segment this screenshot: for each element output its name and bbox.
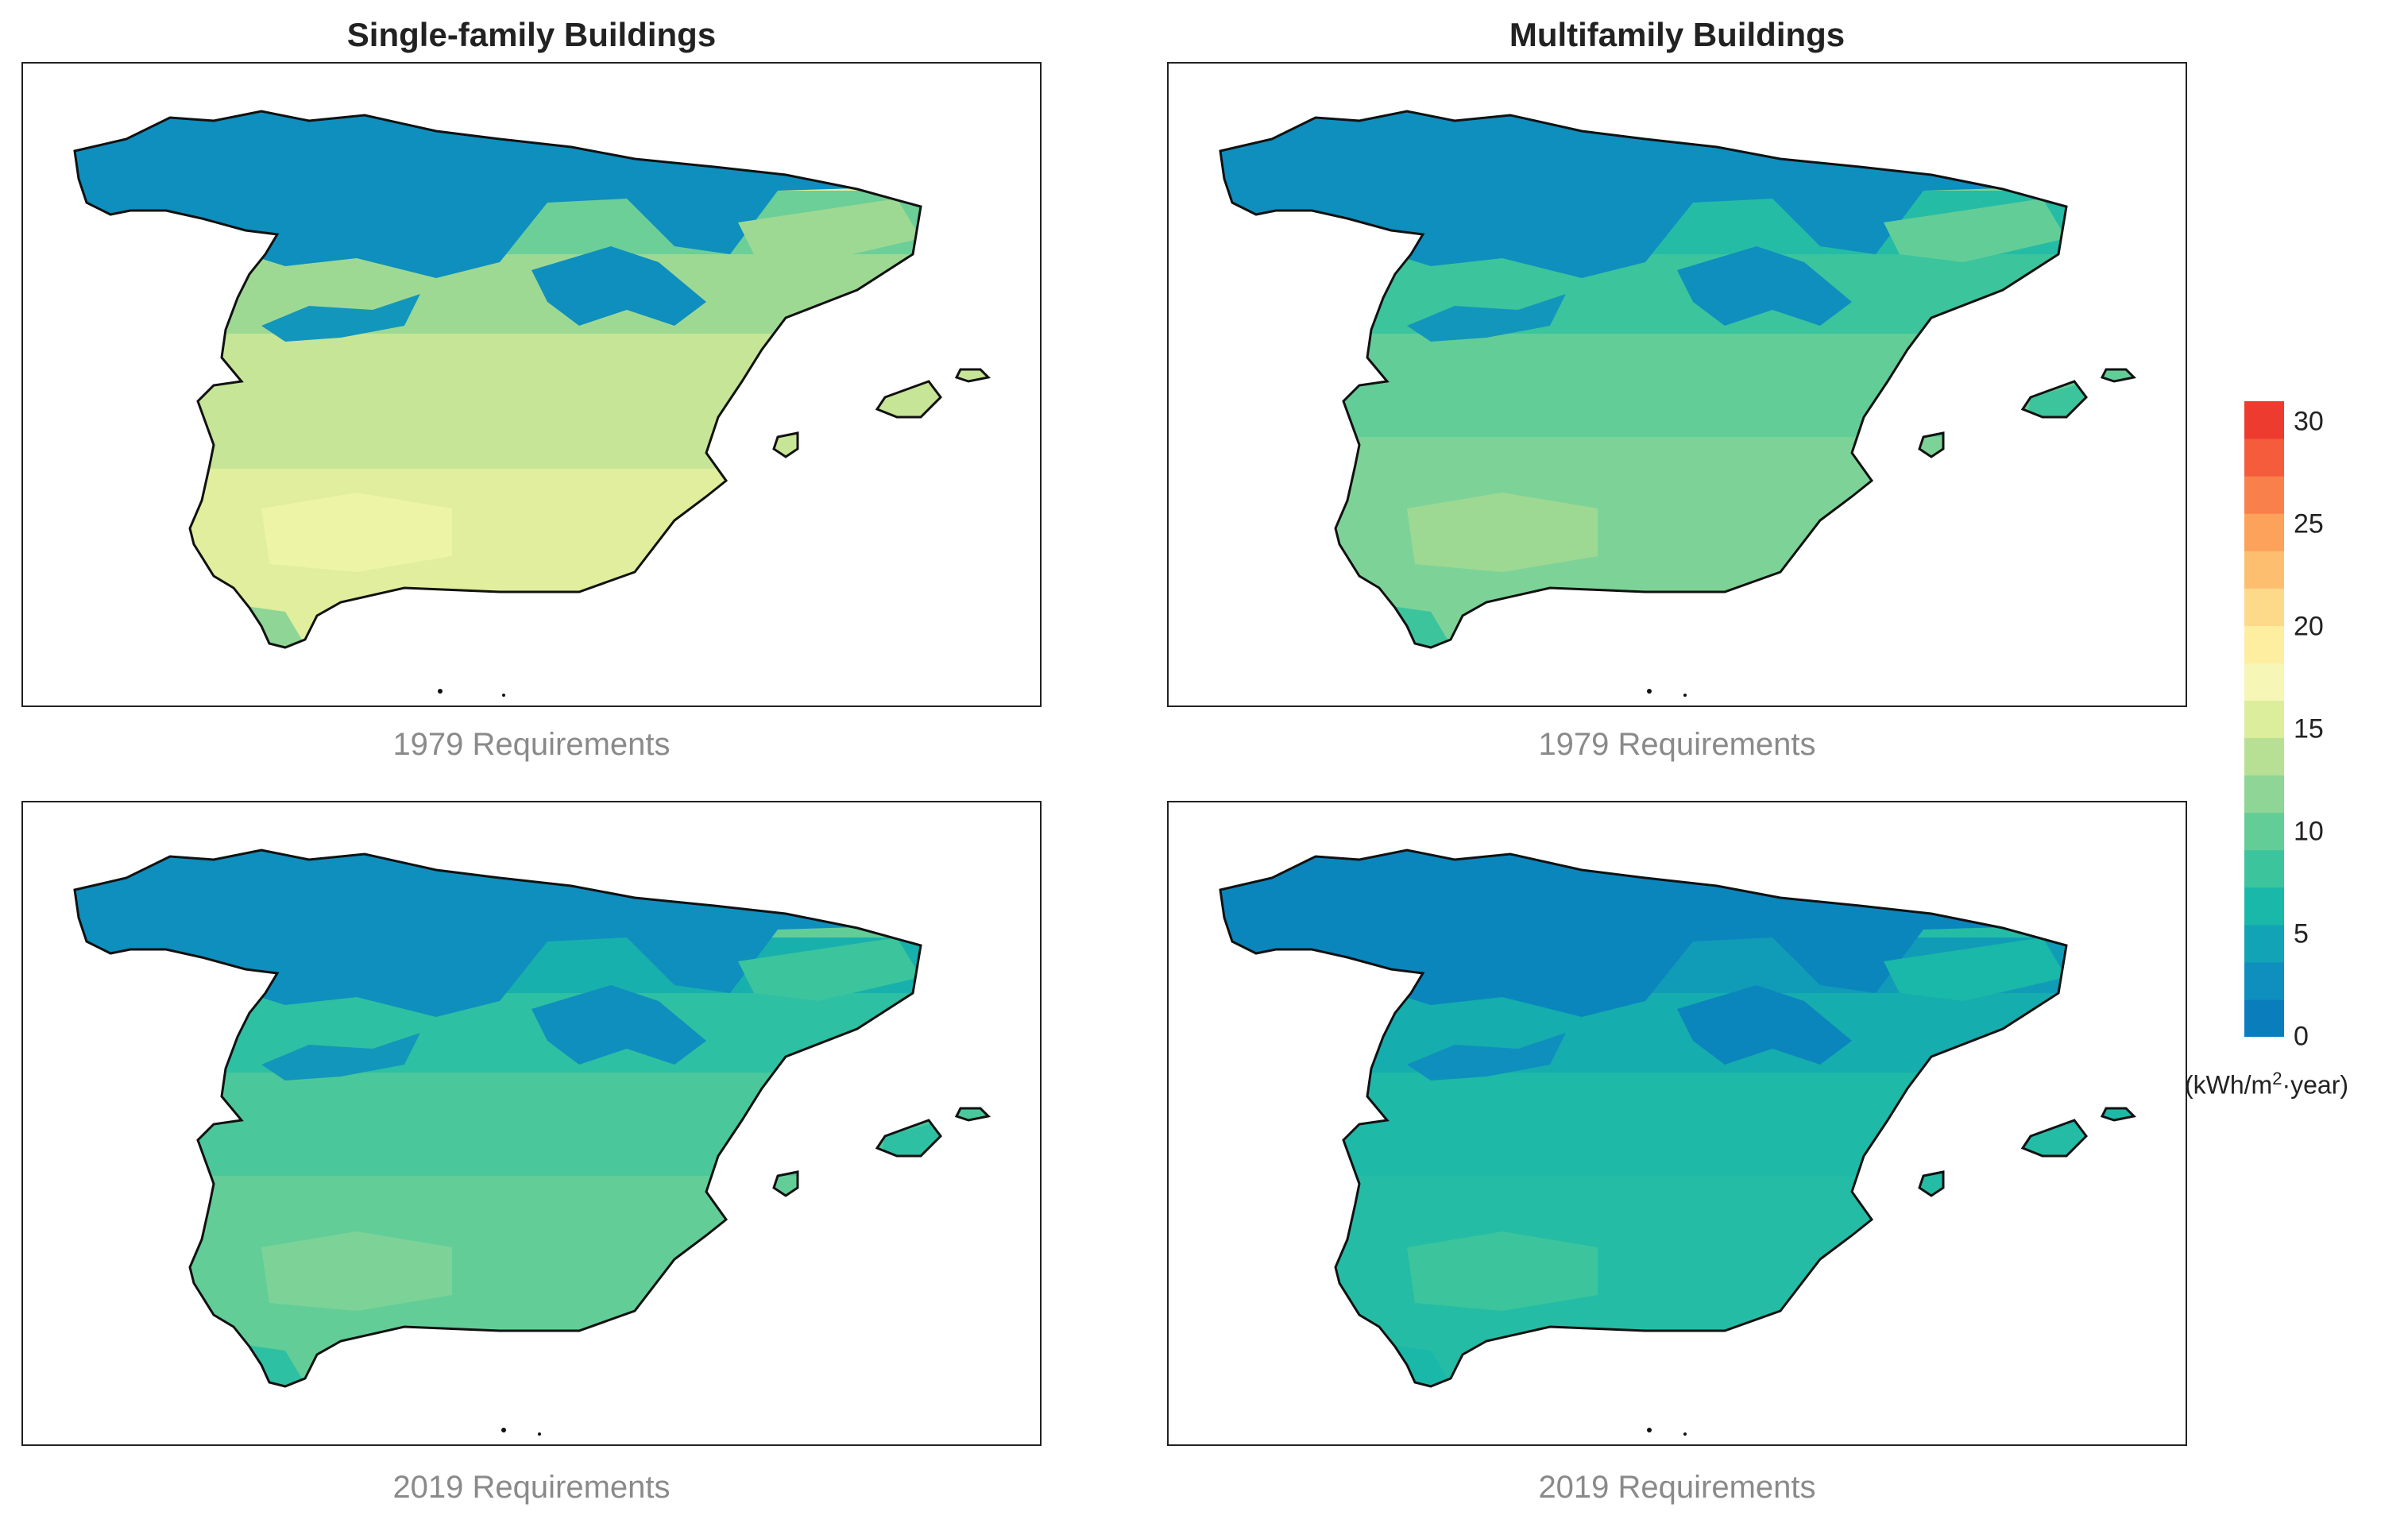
- caption-mf-2019: 2019 Requirements: [1538, 1470, 1816, 1505]
- colorbar-tick-5: 5: [2294, 918, 2309, 949]
- colorbar-segment: [2244, 924, 2284, 963]
- colorbar-segment: [2244, 775, 2284, 814]
- colorbar-segment: [2244, 737, 2284, 776]
- colorbar-tick-10: 10: [2294, 816, 2324, 847]
- colorbar-segment: [2244, 700, 2284, 739]
- colorbar-segment: [2244, 961, 2284, 1000]
- map-panel-sf-1979: [21, 62, 1042, 707]
- map-svg-sf-2019: [73, 849, 991, 1436]
- caption-sf-1979: 1979 Requirements: [392, 727, 671, 762]
- colorbar-segment: [2244, 625, 2284, 663]
- map-svg-mf-2019: [1219, 849, 2137, 1436]
- map-svg-mf-1979: [1219, 110, 2137, 697]
- map-panel-mf-2019: [1167, 801, 2187, 1446]
- colorbar-segment: [2244, 849, 2284, 888]
- colorbar-tick-15: 15: [2294, 713, 2324, 744]
- colorbar-segment: [2244, 999, 2284, 1037]
- colorbar-segment: [2244, 476, 2284, 514]
- title-single-family: Single-family Buildings: [346, 16, 717, 53]
- caption-sf-2019: 2019 Requirements: [392, 1470, 671, 1505]
- colorbar-tick-20: 20: [2294, 611, 2324, 642]
- colorbar-tick-30: 30: [2294, 406, 2324, 437]
- caption-mf-1979: 1979 Requirements: [1538, 727, 1816, 762]
- colorbar-segment: [2244, 887, 2284, 926]
- colorbar-segment: [2244, 513, 2284, 551]
- map-svg-sf-1979: [73, 110, 991, 697]
- colorbar-unit-label: (kWh/m2·year): [2185, 1069, 2349, 1100]
- colorbar-tick-25: 25: [2294, 508, 2324, 539]
- map-panel-sf-2019: [21, 801, 1042, 1446]
- colorbar-tick-0: 0: [2294, 1021, 2309, 1052]
- colorbar-segment: [2244, 812, 2284, 851]
- colorbar-segment: [2244, 439, 2284, 477]
- colorbar-segment: [2244, 663, 2284, 701]
- colorbar-segment: [2244, 588, 2284, 626]
- colorbar: [2244, 401, 2284, 1037]
- colorbar-segment: [2244, 401, 2284, 439]
- map-panel-mf-1979: [1167, 62, 2187, 707]
- title-multifamily: Multifamily Buildings: [1509, 16, 1846, 53]
- colorbar-segment: [2244, 551, 2284, 589]
